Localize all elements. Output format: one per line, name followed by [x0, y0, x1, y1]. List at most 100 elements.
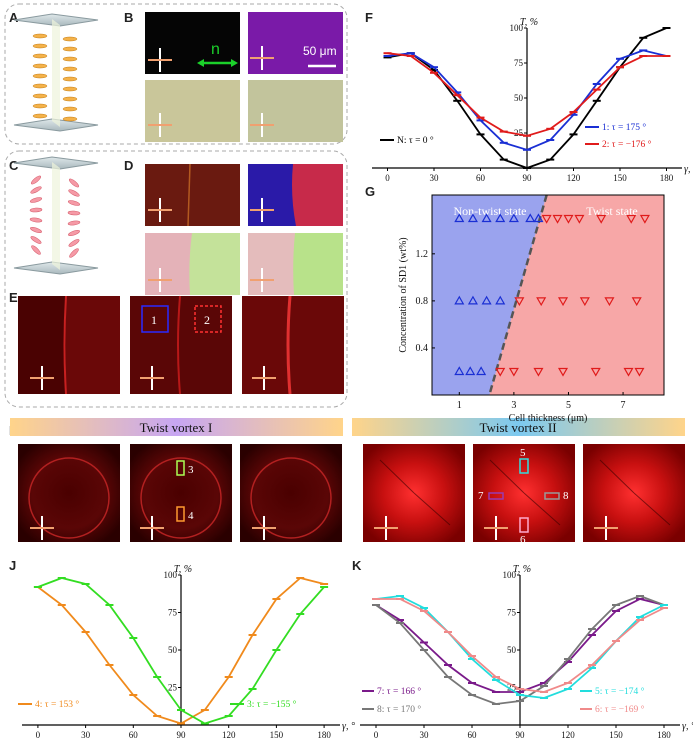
lc-molecule: [69, 248, 79, 258]
data-point: [465, 366, 476, 376]
x-axis-label: γ, °: [682, 721, 693, 732]
data-point: [596, 214, 607, 224]
data-point: [476, 366, 487, 376]
y-tick-label: 0.8: [416, 296, 429, 307]
data-point: [508, 213, 519, 223]
region-label-3: 3: [188, 464, 194, 476]
region-box-6: [519, 517, 529, 533]
series-1: [495, 214, 650, 377]
x-tick-label: 0: [374, 730, 379, 740]
region-box-2: [194, 305, 222, 333]
polarizer-cross-icon: [374, 516, 398, 540]
lc-molecule: [32, 43, 48, 49]
lc-molecule: [68, 189, 80, 197]
title-twist-vortex-2: Twist vortex II: [479, 420, 556, 435]
lc-molecule: [67, 210, 81, 216]
polarizer-cross-icon: [252, 366, 276, 390]
y-tick-label: 75: [514, 58, 524, 68]
panel-label-j: J: [9, 558, 16, 573]
polarizer-cross-icon: [148, 198, 172, 222]
y-tick-label: 100: [503, 570, 517, 580]
x-tick-label: 90: [523, 173, 533, 183]
data-point: [454, 366, 465, 376]
lc-molecule: [29, 207, 43, 213]
data-point: [557, 367, 569, 377]
legend-label: 4: τ = 153 °: [35, 699, 79, 710]
x-tick-label: 3: [511, 400, 516, 411]
data-point: [623, 367, 634, 377]
y-tick-label: 100: [510, 23, 524, 33]
polarizer-cross-icon: [30, 516, 54, 540]
data-point: [481, 295, 492, 305]
data-point: [514, 297, 525, 307]
polarizer-cross-icon: [250, 113, 274, 137]
lc-molecule: [32, 63, 48, 69]
lc-molecule: [62, 66, 78, 72]
y-tick-label: 25: [168, 683, 178, 693]
data-point: [579, 297, 590, 307]
x-tick-label: 150: [613, 173, 627, 183]
lc-molecule: [30, 226, 42, 234]
lc-molecule: [30, 186, 42, 194]
polarizer-cross-icon: [148, 113, 172, 137]
panel-label-k: K: [352, 558, 362, 573]
lc-molecule: [68, 229, 80, 237]
data-point: [631, 297, 642, 307]
series-0: [454, 213, 544, 376]
polarizer-cross-icon: [250, 46, 274, 70]
polarizer-cross-icon: [484, 516, 508, 540]
non-twist-region: [432, 195, 547, 395]
lc-molecule: [62, 56, 78, 62]
lc-molecule: [30, 175, 42, 185]
lc-molecule: [29, 197, 43, 203]
lc-molecule: [62, 46, 78, 52]
panel-label-a: A: [9, 10, 19, 25]
y-axis-label: T, %: [174, 564, 192, 575]
data-point: [557, 297, 569, 307]
y-tick-label: 25: [514, 128, 524, 138]
x-tick-label: 7: [621, 400, 626, 411]
region-box-7: [488, 492, 504, 500]
lc-molecule: [68, 178, 80, 188]
y-tick-label: 50: [168, 645, 178, 655]
lc-molecule: [32, 33, 48, 39]
polarizer-cross-icon: [250, 268, 274, 292]
polarizer-cross-icon: [250, 198, 274, 222]
y-axis-label: T, %: [520, 17, 538, 28]
legend-label: N: τ = 0 °: [397, 135, 434, 146]
x-tick-label: 0: [385, 173, 390, 183]
micrograph-d: [145, 163, 343, 295]
data-point: [508, 367, 519, 377]
panel-label-c: C: [9, 158, 19, 173]
panel-label-f: F: [365, 10, 373, 25]
x-tick-label: 60: [129, 730, 139, 740]
polarizer-cross-icon: [140, 516, 164, 540]
x-tick-label: 60: [468, 730, 478, 740]
x-axis-label: γ, °: [342, 721, 355, 732]
data-point: [639, 214, 650, 224]
region-box-4: [176, 506, 185, 522]
x-tick-label: 180: [657, 730, 671, 740]
legend-label: 8: τ = 170 °: [377, 704, 421, 715]
lc-molecule: [62, 86, 78, 92]
lc-molecule: [67, 200, 81, 206]
y-axis-label: T, %: [513, 564, 531, 575]
frame-ab: [4, 3, 348, 145]
region-label-non-twist: Non-twist state: [454, 204, 527, 218]
data-point: [467, 295, 478, 305]
series-1: [372, 595, 668, 705]
scale-bar-label: 50 μm: [303, 44, 337, 58]
y-tick-label: 75: [507, 608, 517, 618]
frame-cde: [4, 150, 348, 408]
data-point: [495, 213, 506, 223]
data-point: [495, 367, 506, 377]
lc-molecule: [62, 106, 78, 112]
lc-molecule: [32, 93, 48, 99]
lc-molecule: [67, 220, 81, 226]
data-point: [563, 214, 574, 224]
y-tick-label: 0.4: [416, 343, 429, 354]
legend-label: 6: τ = −169 °: [595, 704, 645, 715]
x-tick-label: 180: [660, 173, 674, 183]
x-tick-label: 30: [420, 730, 430, 740]
